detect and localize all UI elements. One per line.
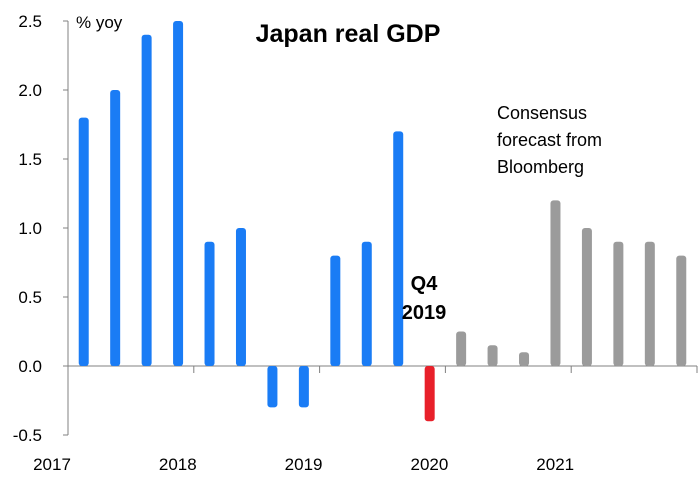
x-tick-label: 2021: [536, 455, 574, 474]
bar-2019-q1: [330, 255, 341, 366]
bar-2018-q1: [204, 241, 215, 366]
q4-annotation-line1: Q4: [411, 273, 439, 295]
bars: [78, 21, 687, 422]
y-tick-label: 2.0: [18, 81, 42, 100]
y-tick-label: -0.5: [13, 426, 42, 445]
x-tick-label: 2018: [159, 455, 197, 474]
x-tick-label: 2020: [410, 455, 448, 474]
x-tick-labels: 2017 2018 2019 2020 2021: [33, 455, 574, 474]
bar-2019-q2: [361, 241, 372, 366]
bar-2019-q3: [393, 131, 404, 366]
bar-2021-q4: [676, 255, 687, 366]
bar-2020-q3: [519, 352, 530, 366]
bar-2018-q2: [235, 228, 246, 366]
bar-2017-q3: [141, 34, 152, 367]
axes: [63, 20, 698, 436]
bar-2019-q4: [424, 366, 435, 422]
bar-2021-q3: [644, 241, 655, 366]
bar-2020-q4: [550, 200, 561, 366]
forecast-annotation-line3: Bloomberg: [497, 157, 584, 177]
bar-2017-q4: [173, 21, 184, 366]
y-axis-label: % yoy: [76, 13, 123, 32]
y-tick-label: 1.0: [18, 219, 42, 238]
y-tick-label: 0.5: [18, 288, 42, 307]
y-tick-labels: -0.5 0.0 0.5 1.0 1.5 2.0 2.5: [13, 12, 42, 445]
bar-2020-q2: [487, 345, 498, 366]
x-tick-label: 2017: [33, 455, 71, 474]
x-tick-label: 2019: [285, 455, 323, 474]
bar-2017-q2: [110, 90, 121, 366]
bar-2017-q1: [78, 117, 89, 366]
forecast-annotation-line2: forecast from: [497, 130, 602, 150]
y-tick-label: 2.5: [18, 12, 42, 31]
y-tick-label: 0.0: [18, 357, 42, 376]
q4-annotation-line2: 2019: [402, 302, 447, 324]
bar-2018-q3: [267, 366, 278, 408]
bar-2018-q4: [298, 366, 309, 408]
forecast-annotation-line1: Consensus: [497, 103, 587, 123]
bar-2020-q1: [456, 331, 467, 366]
bar-2021-q2: [613, 241, 624, 366]
chart-title: Japan real GDP: [256, 20, 441, 48]
y-tick-label: 1.5: [18, 150, 42, 169]
bar-2021-q1: [581, 228, 592, 366]
